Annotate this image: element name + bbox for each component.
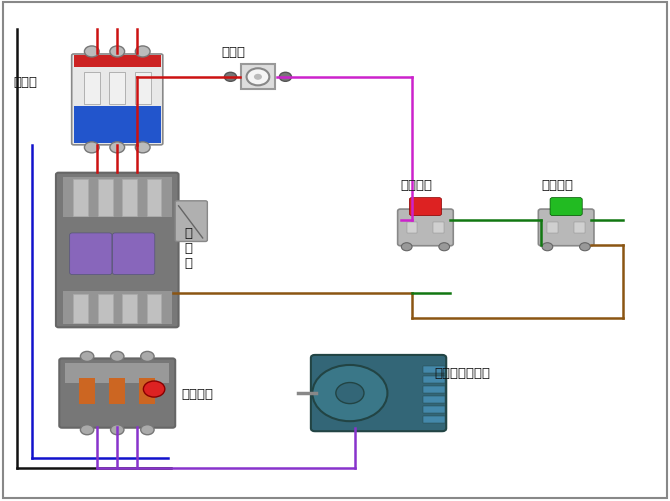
Circle shape — [135, 142, 150, 153]
Text: 器: 器 — [184, 257, 192, 270]
FancyBboxPatch shape — [550, 198, 582, 216]
Circle shape — [439, 243, 450, 251]
Bar — [407, 223, 417, 234]
Bar — [98, 179, 113, 216]
Circle shape — [84, 47, 99, 58]
Bar — [547, 223, 558, 234]
Circle shape — [84, 142, 99, 153]
Bar — [74, 107, 161, 144]
FancyBboxPatch shape — [175, 201, 207, 242]
Circle shape — [135, 47, 150, 58]
FancyBboxPatch shape — [113, 233, 155, 275]
Bar — [423, 406, 446, 413]
Bar — [84, 73, 100, 105]
Bar — [147, 295, 161, 324]
Bar — [423, 396, 446, 403]
Text: 停止按钮: 停止按钮 — [400, 179, 432, 192]
Text: 启动按钮: 启动按钮 — [541, 179, 574, 192]
Bar — [65, 363, 169, 383]
Circle shape — [111, 425, 124, 435]
Bar — [73, 179, 88, 216]
Circle shape — [143, 381, 165, 397]
Circle shape — [80, 352, 94, 362]
Circle shape — [80, 425, 94, 435]
Bar — [147, 179, 161, 216]
Circle shape — [279, 73, 291, 82]
Bar — [423, 416, 446, 423]
Circle shape — [312, 365, 387, 421]
Text: 触: 触 — [184, 241, 192, 255]
Bar — [74, 56, 161, 67]
Circle shape — [141, 425, 154, 435]
Bar — [574, 223, 585, 234]
FancyBboxPatch shape — [70, 233, 112, 275]
Bar — [423, 376, 446, 383]
Bar — [423, 366, 446, 373]
Circle shape — [141, 352, 154, 362]
Circle shape — [580, 243, 590, 251]
Text: 接: 接 — [184, 226, 192, 239]
Circle shape — [401, 243, 412, 251]
Bar — [98, 295, 113, 324]
FancyBboxPatch shape — [311, 355, 446, 431]
Bar — [109, 73, 125, 105]
FancyBboxPatch shape — [56, 173, 178, 328]
Bar — [79, 378, 95, 404]
Text: 三相异步电动机: 三相异步电动机 — [434, 367, 490, 380]
FancyBboxPatch shape — [398, 209, 453, 246]
Text: 断路器: 断路器 — [13, 76, 38, 89]
Circle shape — [110, 47, 125, 58]
Bar — [241, 65, 275, 90]
FancyBboxPatch shape — [59, 359, 176, 428]
Bar — [63, 178, 172, 217]
Bar — [433, 223, 444, 234]
Bar — [139, 378, 155, 404]
Text: 熔断器: 熔断器 — [221, 46, 245, 59]
Bar — [109, 378, 125, 404]
Bar — [73, 295, 88, 324]
FancyBboxPatch shape — [539, 209, 594, 246]
Text: 热继电器: 热继电器 — [181, 387, 213, 400]
Circle shape — [247, 69, 269, 86]
Bar — [122, 179, 137, 216]
FancyBboxPatch shape — [409, 198, 442, 216]
Bar — [122, 295, 137, 324]
Bar — [63, 292, 172, 325]
Bar — [423, 386, 446, 393]
Circle shape — [224, 73, 237, 82]
Circle shape — [336, 383, 364, 404]
Circle shape — [254, 75, 262, 81]
Circle shape — [110, 142, 125, 153]
Bar — [135, 73, 151, 105]
Circle shape — [542, 243, 553, 251]
FancyBboxPatch shape — [72, 55, 163, 145]
Circle shape — [111, 352, 124, 362]
